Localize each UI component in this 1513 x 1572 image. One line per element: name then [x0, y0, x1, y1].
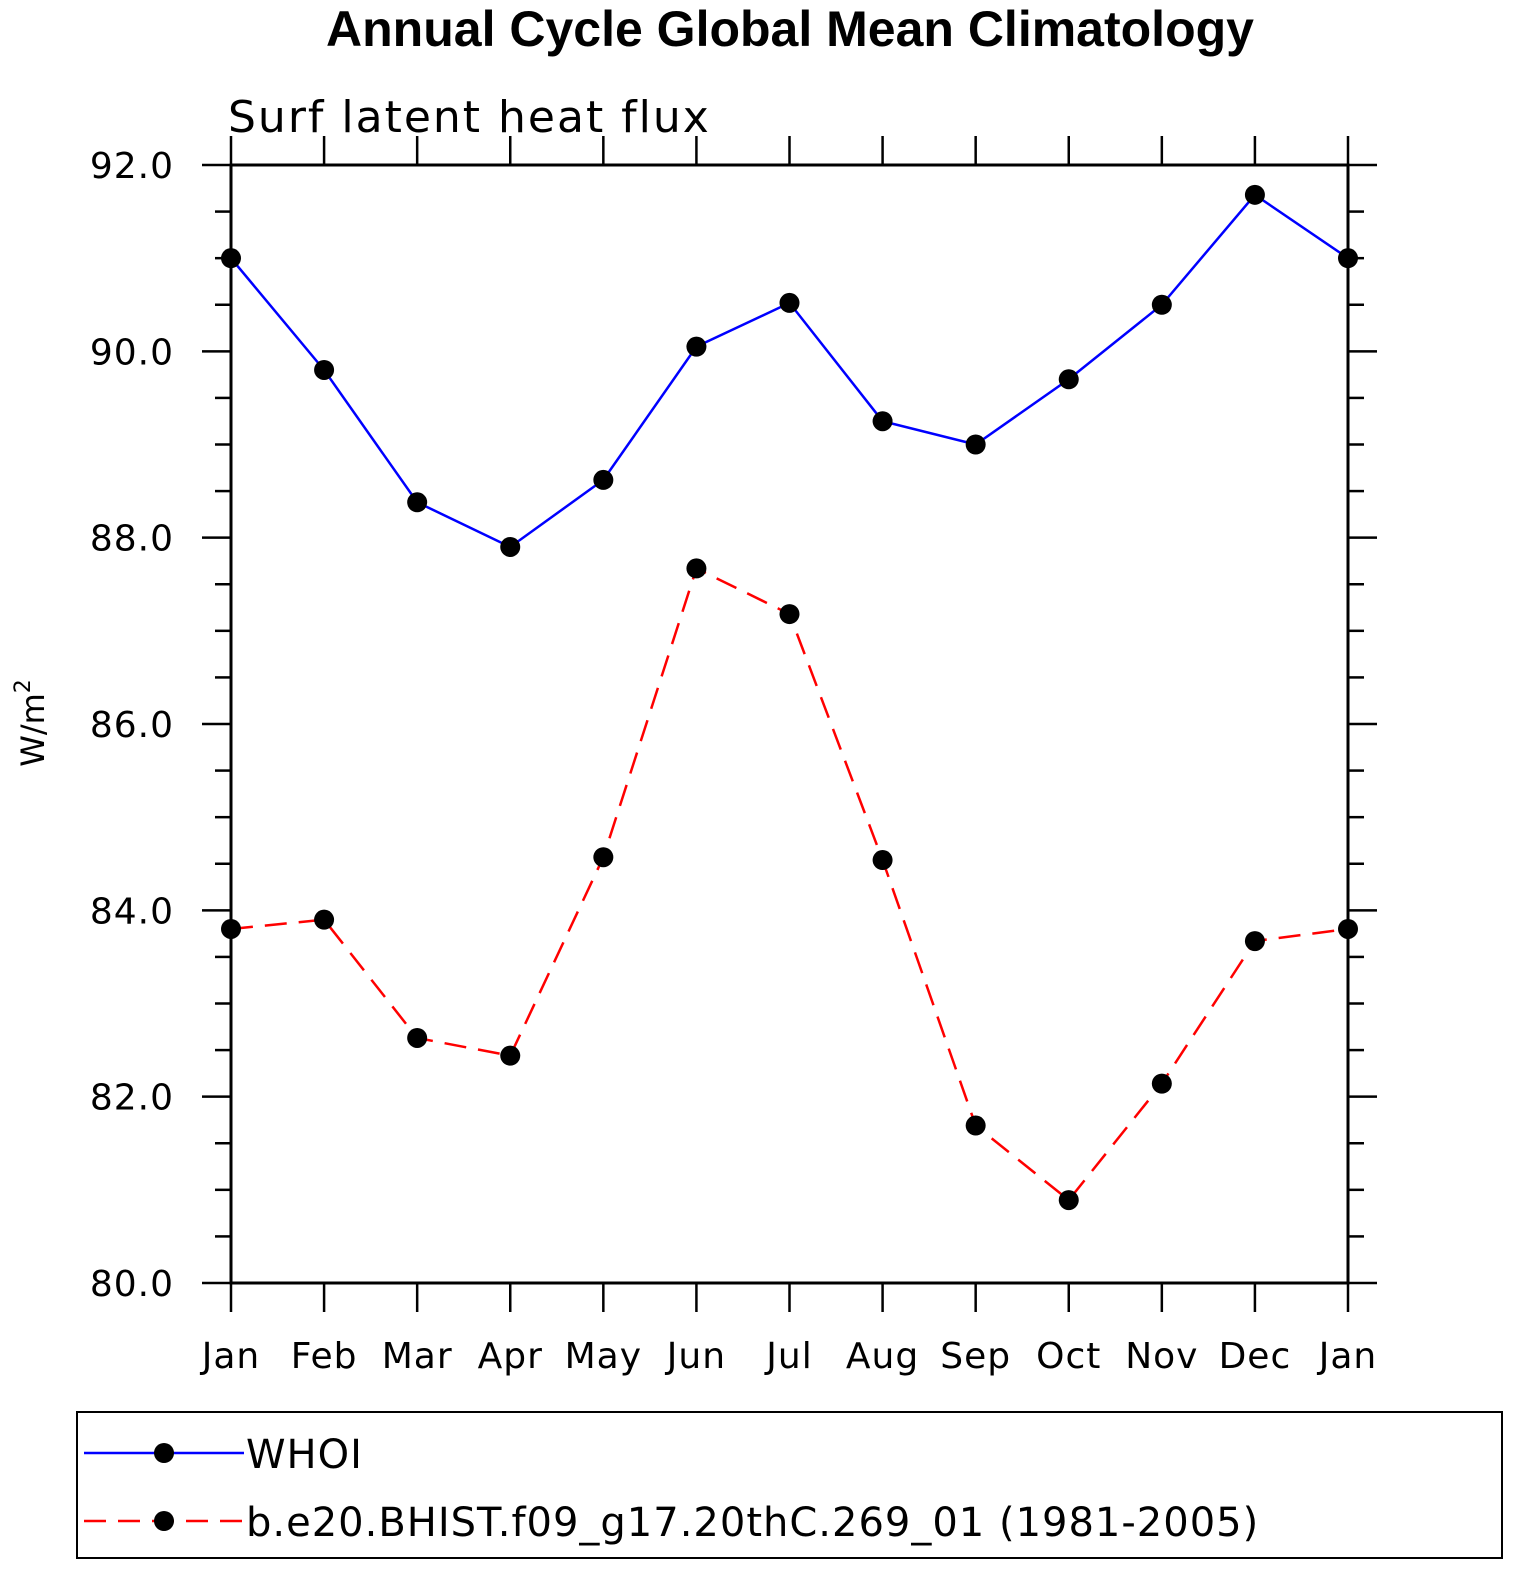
x-tick-label: May [565, 1336, 642, 1377]
data-point [872, 850, 893, 871]
data-point [314, 359, 335, 380]
legend-item-1: b.e20.BHIST.f09_g17.20thC.269_01 (1981-2… [84, 1500, 1259, 1546]
data-point [1244, 931, 1265, 952]
data-point [221, 918, 241, 939]
data-point [593, 847, 614, 868]
data-point [1151, 1073, 1172, 1094]
data-point [1244, 184, 1265, 205]
x-tick-label: Jan [1317, 1336, 1378, 1377]
x-tick-label: Sep [940, 1336, 1011, 1377]
series-1 [221, 558, 1358, 1211]
legend-label: WHOI [246, 1432, 363, 1478]
data-point [221, 248, 241, 269]
x-axis-tick-labels: Jan Feb Mar Apr May Jun Jul Aug Sep Oct Nov Dec Jan [200, 1336, 1378, 1377]
data-point [686, 336, 707, 357]
data-point [965, 1115, 986, 1136]
legend-marker [154, 1443, 174, 1463]
y-tick-label: 88.0 [90, 519, 174, 560]
data-point [1058, 1190, 1079, 1211]
y-tick-label: 84.0 [90, 891, 174, 932]
y-tick-label: 80.0 [90, 1264, 174, 1305]
x-tick-label: Mar [382, 1336, 453, 1377]
plot-frame [229, 163, 1350, 1285]
data-point [1058, 369, 1079, 390]
x-axis-ticks [229, 136, 1350, 1312]
legend-marker [154, 1511, 174, 1531]
x-tick-label: Nov [1125, 1336, 1198, 1377]
x-tick-label: Dec [1219, 1336, 1292, 1377]
chart-subtitle: Surf latent heat flux [228, 92, 711, 143]
x-tick-label: Oct [1036, 1336, 1101, 1377]
data-point [407, 1027, 428, 1048]
legend-label: b.e20.BHIST.f09_g17.20thC.269_01 (1981-2… [246, 1500, 1259, 1546]
y-axis-label-unit: W/m [14, 693, 52, 767]
data-point [1151, 294, 1172, 315]
data-point [500, 536, 521, 557]
x-tick-label: Jun [665, 1336, 726, 1377]
y-axis-label: W/m2 [11, 679, 52, 767]
legend-item-0: WHOI [84, 1432, 363, 1478]
y-axis-tick-labels: 80.0 82.0 84.0 86.0 88.0 90.0 92.0 [90, 146, 174, 1305]
series-layer [221, 184, 1358, 1211]
x-tick-label: Feb [291, 1336, 358, 1377]
data-point [686, 558, 707, 579]
series-line [230, 566, 1349, 1202]
series-line [230, 193, 1349, 549]
data-point [779, 292, 800, 313]
x-tick-label: Apr [478, 1336, 543, 1377]
legend: WHOI b.e20.BHIST.f09_g17.20thC.269_01 (19… [76, 1411, 1503, 1559]
data-point [872, 411, 893, 432]
y-tick-label: 82.0 [90, 1078, 174, 1119]
data-point [965, 434, 986, 455]
data-point [593, 469, 614, 490]
x-tick-label: Aug [846, 1336, 919, 1377]
series-0 [221, 184, 1358, 557]
svg-text:W/m2: W/m2 [11, 679, 52, 767]
chart-title: Annual Cycle Global Mean Climatology [326, 1, 1254, 57]
y-tick-label: 90.0 [90, 332, 174, 373]
y-axis-label-exponent: 2 [11, 679, 36, 693]
y-axis-ticks [202, 163, 1377, 1285]
data-point [1338, 248, 1358, 269]
y-tick-label: 92.0 [90, 146, 174, 187]
y-tick-label: 86.0 [90, 705, 174, 746]
data-point [407, 492, 428, 513]
data-point [314, 909, 335, 930]
data-point [1338, 918, 1358, 939]
data-point [779, 604, 800, 625]
x-tick-label: Jul [764, 1336, 812, 1377]
legend-box [76, 1411, 1503, 1559]
data-point [500, 1045, 521, 1066]
x-tick-label: Jan [200, 1336, 261, 1377]
